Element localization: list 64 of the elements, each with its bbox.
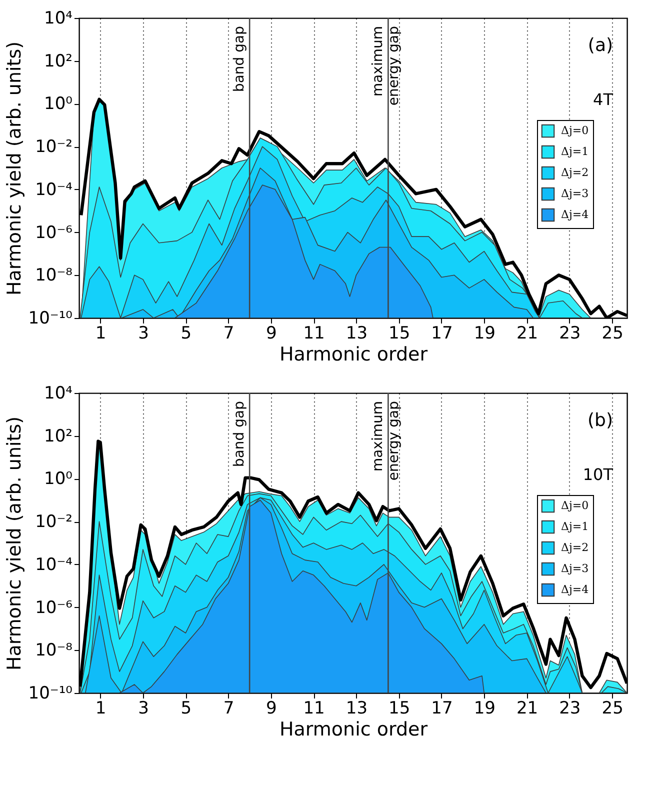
y-tick-label: 10⁴ <box>44 8 73 28</box>
legend-label: Δj=2 <box>561 541 589 554</box>
x-tick-label: 1 <box>95 698 106 718</box>
legend-label: Δj=4 <box>561 583 589 596</box>
y-tick-label: 10⁻⁴ <box>35 554 73 575</box>
x-tick-label: 25 <box>602 324 624 344</box>
y-axis-title: Harmonic yield (arb. units) <box>3 41 26 296</box>
x-tick-label: 11 <box>303 698 325 718</box>
x-axis-title: Harmonic order <box>279 344 428 366</box>
x-tick-label: 21 <box>516 324 538 344</box>
x-tick-label: 3 <box>138 324 149 344</box>
legend-label: Δj=3 <box>561 187 589 200</box>
y-axis-title: Harmonic yield (arb. units) <box>3 416 26 671</box>
legend-label: Δj=2 <box>561 166 589 179</box>
x-tick-label: 21 <box>516 698 538 718</box>
y-tick-label: 10⁰ <box>44 94 73 114</box>
x-tick-label: 5 <box>180 324 192 344</box>
legend-label: Δj=1 <box>561 520 589 533</box>
annotation: (b) <box>588 410 613 431</box>
x-tick-label: 7 <box>223 324 234 344</box>
legend-label: Δj=0 <box>561 499 589 512</box>
x-tick-label: 13 <box>346 324 368 344</box>
x-tick-label: 23 <box>559 698 581 718</box>
y-tick-label: 10⁻⁴ <box>35 180 73 200</box>
y-tick-label: 10⁻⁸ <box>35 266 73 286</box>
x-tick-label: 17 <box>431 324 453 344</box>
legend-label: Δj=3 <box>561 562 589 575</box>
y-tick-label: 10⁻² <box>35 512 72 532</box>
x-tick-label: 3 <box>138 698 149 718</box>
legend-label: Δj=1 <box>561 145 589 158</box>
x-tick-label: 13 <box>346 698 368 718</box>
x-tick-label: 9 <box>266 698 277 718</box>
x-tick-label: 15 <box>388 324 410 344</box>
annotation: (a) <box>588 35 613 56</box>
annotation: 10T <box>582 465 614 484</box>
x-tick-label: 5 <box>180 698 192 718</box>
x-tick-label: 1 <box>95 324 106 344</box>
y-tick-label: 10⁻² <box>35 137 72 158</box>
x-tick-label: 15 <box>388 698 410 718</box>
y-tick-label: 10⁻⁶ <box>35 222 73 243</box>
x-tick-label: 19 <box>474 324 496 344</box>
y-tick-label: 10² <box>44 51 72 72</box>
x-tick-label: 19 <box>474 698 496 718</box>
x-tick-label: 7 <box>223 698 234 718</box>
y-tick-label: 10⁻⁶ <box>35 598 73 618</box>
ref-line-label: maximum energy gap <box>370 26 402 106</box>
x-tick-label: 9 <box>266 324 277 344</box>
ref-line-label: band gap <box>232 400 248 468</box>
x-tick-label: 11 <box>303 324 325 344</box>
annotation: 4T <box>593 90 614 109</box>
y-tick-label: 10⁻¹⁰ <box>28 684 73 704</box>
legend-label: Δj=0 <box>561 124 589 137</box>
x-tick-label: 23 <box>559 324 581 344</box>
ref-line-label: band gap <box>232 26 248 92</box>
y-tick-label: 10⁴ <box>44 384 73 404</box>
x-tick-label: 25 <box>602 698 624 718</box>
x-tick-label: 17 <box>431 698 453 718</box>
ref-line-label: maximum energy gap <box>370 400 402 481</box>
legend-label: Δj=4 <box>561 208 589 221</box>
y-tick-label: 10⁻¹⁰ <box>28 308 73 328</box>
y-tick-label: 10⁻⁸ <box>35 640 73 661</box>
x-axis-title: Harmonic order <box>279 718 428 740</box>
y-tick-label: 10⁰ <box>44 469 73 490</box>
y-tick-label: 10² <box>44 426 72 446</box>
